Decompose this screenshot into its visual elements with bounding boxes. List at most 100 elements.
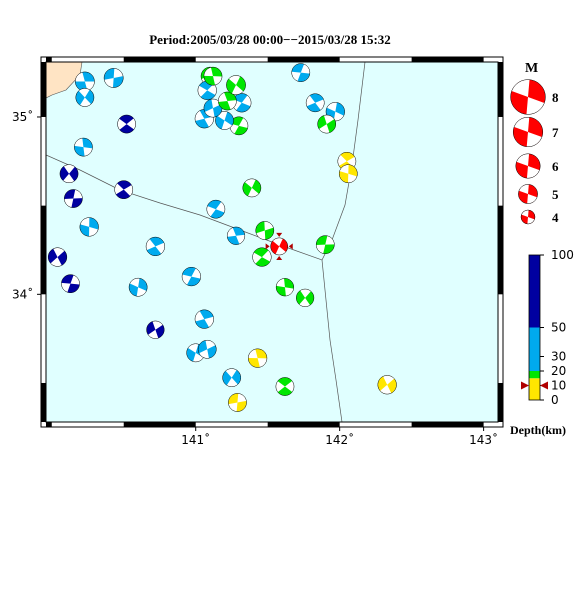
beachball-dilatation [514, 117, 542, 147]
beachball-outline [248, 348, 268, 368]
beachball-dilatation [272, 237, 286, 255]
beachball-outline [242, 178, 262, 198]
legend-ball [510, 79, 546, 115]
event [75, 71, 95, 92]
beachball-outline [64, 189, 83, 208]
y-tick-label: 35˚ [12, 109, 33, 124]
event [64, 189, 83, 208]
beachball-outline [317, 114, 337, 134]
frame-seg [411, 422, 484, 427]
beachball-outline [520, 209, 536, 225]
event [215, 111, 234, 130]
event [181, 266, 201, 287]
beachball-dilatation [218, 92, 237, 110]
beachball-dilatation [337, 154, 356, 168]
depth-band [529, 327, 540, 371]
beachball-outline [218, 91, 237, 111]
event [305, 93, 325, 113]
event [228, 393, 247, 412]
event [232, 93, 252, 113]
beachball-outline [117, 114, 136, 134]
frame-seg [411, 57, 484, 62]
frame-seg [123, 422, 196, 427]
beachball-outline [181, 266, 201, 287]
beachball-dilatation [129, 278, 147, 297]
beachball-dilatation [225, 368, 238, 387]
beachball-dilatation [216, 111, 233, 130]
depth-band [529, 371, 540, 379]
x-tick-label: 143˚ [469, 432, 498, 447]
beachball-outline [226, 226, 246, 245]
event [79, 217, 99, 237]
beachball-dilatation [518, 184, 538, 204]
beachball-outline [47, 247, 68, 267]
event [114, 180, 134, 200]
beachball-outline [194, 309, 214, 329]
event [194, 309, 214, 329]
land [46, 62, 83, 99]
legend-label: 4 [552, 210, 559, 225]
magnitude-legend-title: M [525, 61, 538, 76]
event [197, 80, 217, 100]
beachball-dilatation [229, 117, 248, 134]
beachball-dilatation [74, 138, 93, 157]
main-event [270, 237, 289, 256]
event [226, 75, 246, 95]
beachball-outline [275, 377, 295, 396]
beachball-outline [518, 184, 538, 204]
beachball-outline [114, 180, 134, 200]
event [242, 178, 262, 198]
beachball-dilatation [75, 72, 95, 91]
beachball-outline [145, 236, 165, 257]
beachball-dilatation [188, 343, 204, 362]
main-event-marker [276, 232, 283, 237]
depth-tick-label: 50 [551, 321, 566, 335]
depth-tick-label: 10 [551, 379, 566, 393]
depth-tick-label: 0 [551, 393, 559, 407]
legend-ball [520, 209, 536, 225]
beachball-dilatation [182, 268, 201, 285]
x-tick-label: 142˚ [325, 432, 354, 447]
legend-ball [512, 116, 544, 148]
depth-marker [521, 381, 548, 390]
event [59, 164, 79, 184]
beachball-dilatation [380, 375, 395, 395]
beachball-dilatation [299, 289, 311, 307]
event [291, 63, 311, 82]
beachball-outline [255, 221, 275, 240]
beachball-dilatation [197, 83, 217, 97]
beachball-outline [291, 63, 311, 82]
beachball-outline [252, 247, 272, 267]
beachball-fill [117, 114, 136, 134]
depth-tick-label: 100 [551, 248, 574, 262]
beachball-dilatation [521, 210, 535, 224]
event [128, 277, 148, 297]
frame-seg [46, 422, 52, 427]
beachball-outline [203, 66, 223, 86]
beachball-fill [296, 289, 314, 307]
beachball-dilatation [511, 79, 545, 115]
beachball-outline [59, 164, 79, 184]
beachball-dilatation [248, 349, 267, 368]
beachball-outline [226, 75, 246, 95]
beachball-outline [296, 288, 315, 307]
beachball-dilatation [256, 221, 274, 240]
beachball-dilatation [276, 278, 294, 296]
event [248, 348, 268, 368]
beachball-dilatation [146, 239, 165, 254]
frame-seg [123, 57, 196, 62]
beachball-outline [128, 277, 148, 297]
x-tick-label: 141˚ [181, 432, 210, 447]
beachball-dilatation [306, 95, 325, 111]
beachball-dilatation [228, 75, 244, 95]
beachball-dilatation [195, 110, 214, 127]
event [229, 116, 249, 136]
beachball-fill [59, 164, 79, 183]
main-event-marker [288, 243, 293, 250]
beachball-outline [103, 68, 124, 88]
beachball-dilatation [316, 235, 335, 254]
frame-seg [267, 57, 340, 62]
beachball-outline [146, 320, 165, 339]
